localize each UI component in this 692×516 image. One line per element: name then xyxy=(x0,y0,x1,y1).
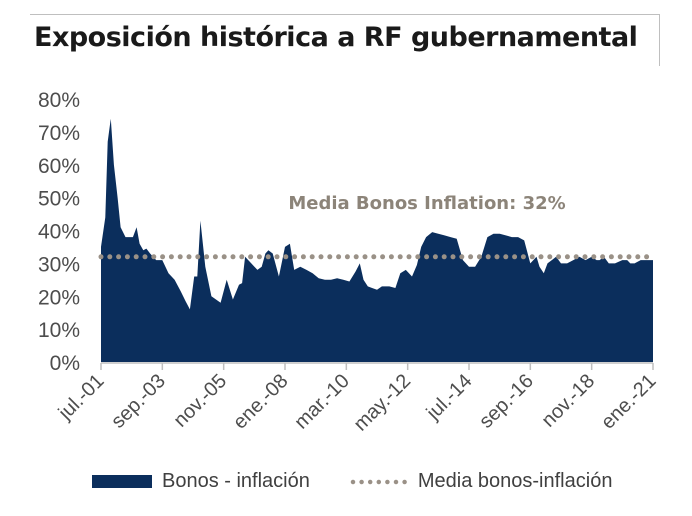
x-tick-label: ene.-08 xyxy=(229,370,293,434)
chart-svg: 0% 10% 20% 30% 40% 50% 60% 70% 80% jul.-01sep.-0… xyxy=(38,89,661,436)
x-tick-label: nov.-18 xyxy=(538,370,600,432)
x-tick-label: jul.-01 xyxy=(54,370,109,425)
x-tick-label: ene.-21 xyxy=(597,370,661,434)
x-tick-label: mar.-10 xyxy=(290,370,354,434)
y-tick-label: 20% xyxy=(38,286,80,309)
legend-swatch-area xyxy=(92,475,152,488)
y-tick-label: 10% xyxy=(38,319,80,342)
area-bonos-inflacion xyxy=(101,118,653,362)
legend: Bonos - inflación Media bonos-inflación xyxy=(92,470,612,493)
side-rule xyxy=(659,14,660,66)
x-tick-label: sep.-16 xyxy=(475,370,538,433)
area-series xyxy=(101,118,653,362)
y-tick-label: 40% xyxy=(38,221,80,244)
legend-label-area: Bonos - inflación xyxy=(162,470,310,492)
y-tick-label: 0% xyxy=(50,352,80,375)
y-tick-label: 30% xyxy=(38,253,80,276)
y-axis: 0% 10% 20% 30% 40% 50% 60% 70% 80% xyxy=(38,89,80,375)
y-tick-label: 50% xyxy=(38,188,80,211)
x-tick-label: sep.-03 xyxy=(107,370,170,433)
mean-annotation: Media Bonos Inflation: 32% xyxy=(288,193,565,214)
top-rule xyxy=(30,14,660,15)
x-tick-label: nov.-05 xyxy=(170,370,232,432)
x-tick-label: jul.-14 xyxy=(422,370,477,425)
y-tick-label: 60% xyxy=(38,155,80,178)
legend-swatch-mean xyxy=(350,479,408,484)
chart-title: Exposición histórica a RF gubernamental xyxy=(34,22,638,53)
y-tick-label: 70% xyxy=(38,122,80,145)
legend-label-mean: Media bonos-inflación xyxy=(417,470,613,492)
y-tick-label: 80% xyxy=(38,89,80,112)
x-tick-label: may.-12 xyxy=(350,370,416,436)
